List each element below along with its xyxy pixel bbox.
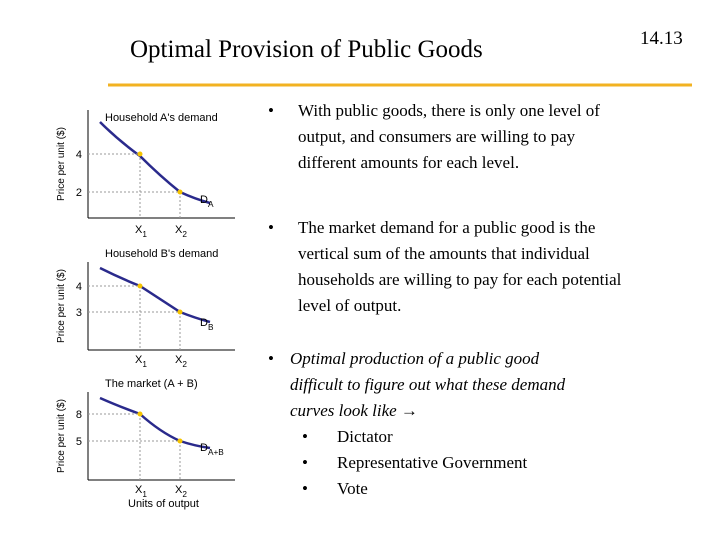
y-tick-label: 3: [76, 307, 82, 319]
bullet-line: output, and consumers are willing to pay: [298, 127, 576, 146]
x-tick-label: X1: [135, 484, 147, 499]
y-axis-label: Price per unit ($): [56, 399, 67, 473]
x-tick-label: X1: [135, 224, 147, 239]
sub-bullet-dot: •: [302, 453, 308, 472]
y-axis-label: Price per unit ($): [56, 269, 67, 343]
x-tick-label-base: X: [175, 484, 183, 496]
x-tick-label-sub: 2: [182, 490, 187, 499]
panel-title: The market (A + B): [105, 378, 198, 390]
x-tick-label-sub: 1: [142, 490, 147, 499]
x-tick-label-sub: 1: [142, 230, 147, 239]
curve-label: DB: [200, 317, 214, 332]
y-tick-label: 4: [76, 149, 82, 161]
slide-title: Optimal Provision of Public Goods: [130, 36, 483, 63]
x-tick-label-base: X: [175, 354, 183, 366]
x-tick-label: X1: [135, 354, 147, 369]
panel-title: Household B's demand: [105, 248, 218, 260]
curve-label-base: D: [200, 194, 208, 206]
y-tick-label: 4: [76, 281, 82, 293]
x-tick-label-sub: 2: [182, 230, 187, 239]
curve-label-base: D: [200, 442, 208, 454]
x-tick-label-sub: 1: [142, 360, 147, 369]
slide-number: 14.13: [640, 28, 683, 49]
sub-bullet: Representative Government: [337, 453, 528, 472]
curve-label: DA+B: [200, 442, 224, 457]
point: [177, 438, 183, 444]
bullet-line: curves look like →: [290, 401, 418, 420]
y-axis-label: Price per unit ($): [56, 127, 67, 201]
bullet-dot: •: [268, 101, 274, 120]
demand-curve: [99, 121, 211, 205]
bullet-line: different amounts for each level.: [298, 153, 519, 172]
curve-label-sub: B: [208, 323, 214, 332]
sub-bullet: Dictator: [337, 427, 393, 446]
bullet-line: difficult to figure out what these deman…: [290, 375, 566, 394]
panel-title: Household A's demand: [105, 112, 218, 124]
curve-label-sub: A: [208, 200, 214, 209]
curve-label: DA: [200, 194, 214, 209]
x-tick-label-sub: 2: [182, 360, 187, 369]
bullet-line: Optimal production of a public good: [290, 349, 540, 368]
point: [177, 309, 183, 315]
bullet-line: With public goods, there is only one lev…: [298, 101, 600, 120]
point: [137, 411, 143, 417]
point: [137, 283, 143, 289]
bullet-line: The market demand for a public good is t…: [298, 218, 595, 237]
y-tick-label: 5: [76, 436, 82, 448]
point: [177, 189, 183, 195]
bullet-dot: •: [268, 349, 274, 368]
x-tick-label: X2: [175, 354, 187, 369]
point: [137, 151, 143, 157]
sub-bullet: Vote: [337, 479, 368, 498]
x-tick-label-base: X: [135, 224, 143, 236]
demand-curve: [99, 396, 211, 450]
curve-label-base: D: [200, 317, 208, 329]
demand-curve: [99, 266, 211, 324]
x-axis-title: Units of output: [128, 498, 199, 510]
bullet-line: level of output.: [298, 296, 401, 315]
x-tick-label: X2: [175, 484, 187, 499]
y-tick-label: 2: [76, 187, 82, 199]
x-tick-label-base: X: [135, 354, 143, 366]
x-tick-label-base: X: [175, 224, 183, 236]
x-tick-label: X2: [175, 224, 187, 239]
bullet-line: households are willing to pay for each p…: [298, 270, 622, 289]
y-tick-label: 8: [76, 409, 82, 421]
bullet-dot: •: [268, 218, 274, 237]
sub-bullet-dot: •: [302, 427, 308, 446]
sub-bullet-dot: •: [302, 479, 308, 498]
bullet-line: vertical sum of the amounts that individ…: [298, 244, 590, 263]
x-tick-label-base: X: [135, 484, 143, 496]
curve-label-sub: A+B: [208, 448, 224, 457]
